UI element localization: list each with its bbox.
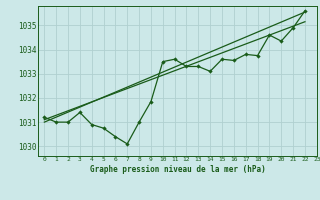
X-axis label: Graphe pression niveau de la mer (hPa): Graphe pression niveau de la mer (hPa) xyxy=(90,165,266,174)
